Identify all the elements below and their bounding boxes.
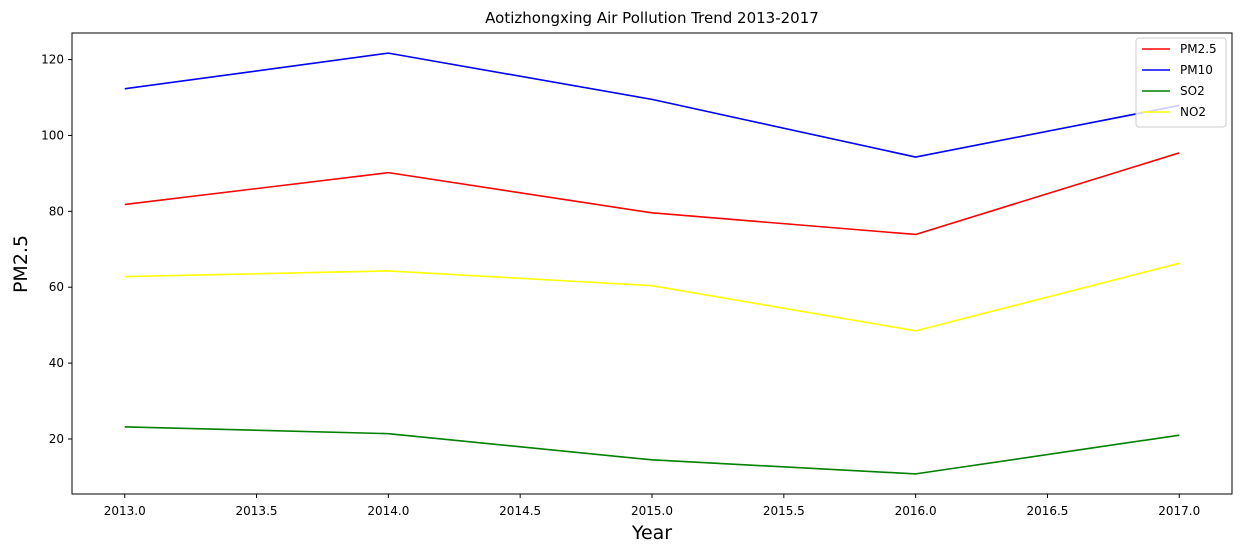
chart-title: Aotizhongxing Air Pollution Trend 2013-2… — [485, 9, 819, 27]
y-tick-label: 80 — [49, 204, 64, 218]
x-tick-label: 2014.0 — [367, 504, 409, 518]
legend-label: SO2 — [1180, 84, 1205, 98]
x-tick-label: 2017.0 — [1158, 504, 1200, 518]
x-tick-label: 2014.5 — [499, 504, 541, 518]
legend-label: PM2.5 — [1180, 42, 1217, 56]
y-tick-label: 60 — [49, 280, 64, 294]
y-axis: 20 40 60 80 100 120 — [41, 53, 72, 446]
series-line-pm25 — [124, 152, 1180, 236]
series-line-no2 — [124, 262, 1180, 332]
x-tick-label: 2016.5 — [1026, 504, 1068, 518]
y-tick-label: 40 — [49, 356, 64, 370]
legend-box — [1135, 37, 1227, 128]
y-tick-label: 20 — [49, 432, 64, 446]
y-axis-label: PM2.5 — [10, 235, 32, 293]
plot-area-frame — [71, 32, 1233, 495]
x-tick-label: 2015.5 — [763, 504, 805, 518]
x-tick-label: 2015.0 — [631, 504, 673, 518]
x-axis: 2013.0 2013.5 2014.0 2014.5 2015.0 2015.5 2016… — [104, 494, 1200, 518]
legend-label: NO2 — [1180, 105, 1206, 119]
series-line-so2 — [124, 426, 1180, 475]
legend: PM2.5 PM10 SO2 NO2 — [1135, 37, 1227, 128]
legend-label: PM10 — [1180, 63, 1213, 77]
x-tick-label: 2016.0 — [895, 504, 937, 518]
x-axis-label: Year — [631, 522, 672, 544]
x-tick-label: 2013.5 — [236, 504, 278, 518]
series-line-pm10 — [124, 52, 1180, 158]
y-tick-label: 100 — [41, 128, 64, 142]
series-lines — [124, 52, 1180, 475]
x-tick-label: 2013.0 — [104, 504, 146, 518]
y-tick-label: 120 — [41, 53, 64, 67]
